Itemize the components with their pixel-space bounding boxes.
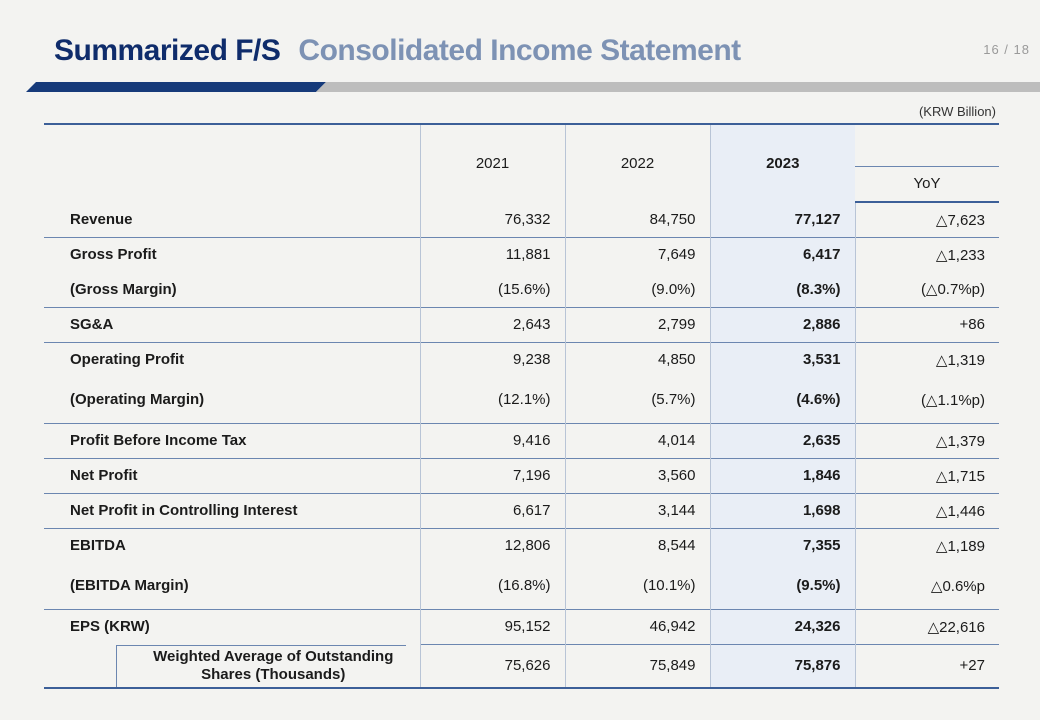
table-row: Weighted Average of Outstanding Shares (… <box>44 643 999 689</box>
column-header-yoy: YoY <box>855 165 999 203</box>
cell-yoy: △1,189 <box>854 527 999 563</box>
cell-2022: 3,560 <box>564 457 710 493</box>
cell-2022: 8,544 <box>564 527 710 563</box>
table-row: (Gross Margin) (15.6%) (9.0%) (8.3%) (△0… <box>44 272 999 307</box>
page-title: Summarized F/S <box>54 34 281 67</box>
row-label-cell: Weighted Average of Outstanding Shares (… <box>44 644 420 689</box>
cell-yoy: △1,715 <box>854 457 999 493</box>
cell-2023: (8.3%) <box>709 272 855 307</box>
cell-yoy: △7,623 <box>854 202 999 237</box>
cell-2021: 9,416 <box>419 422 565 458</box>
cell-2022: 7,649 <box>564 236 710 272</box>
page-title-block: Summarized F/S Consolidated Income Statem… <box>54 34 741 68</box>
cell-2021: (16.8%) <box>419 563 565 609</box>
table-row: Net Profit in Controlling Interest 6,617… <box>44 492 999 528</box>
cell-2021: 11,881 <box>419 236 565 272</box>
row-label: EBITDA <box>44 527 420 563</box>
cell-2023: 7,355 <box>709 527 855 563</box>
cell-2021: 7,196 <box>419 457 565 493</box>
cell-2021: (12.1%) <box>419 377 565 423</box>
table-row: Net Profit 7,196 3,560 1,846 △1,715 <box>44 457 999 493</box>
cell-2023: 2,635 <box>709 422 855 458</box>
table-row: EPS (KRW) 95,152 46,942 24,326 △22,616 <box>44 608 999 644</box>
cell-2022: 75,849 <box>564 643 710 689</box>
row-label: Net Profit <box>44 457 420 493</box>
cell-2023: 1,698 <box>709 492 855 528</box>
cell-yoy: △1,379 <box>854 422 999 458</box>
cell-2023: (9.5%) <box>709 563 855 609</box>
header-yoy-blank <box>855 123 999 166</box>
cell-yoy: △0.6%p <box>854 563 999 609</box>
unit-label: (KRW Billion) <box>918 104 996 119</box>
cell-2023: 1,846 <box>709 457 855 493</box>
cell-yoy: +86 <box>854 306 999 342</box>
cell-yoy: (△0.7%p) <box>854 272 999 307</box>
header-divider-accent <box>26 82 326 92</box>
column-header-2022: 2022 <box>564 123 710 202</box>
page-subtitle: Consolidated Income Statement <box>298 34 741 67</box>
table-row: EBITDA 12,806 8,544 7,355 △1,189 <box>44 527 999 563</box>
row-label: (Gross Margin) <box>70 280 177 298</box>
cell-2021: 9,238 <box>419 341 565 377</box>
cell-2023: 24,326 <box>709 608 855 644</box>
cell-2022: (10.1%) <box>564 563 710 609</box>
cell-2022: 4,850 <box>564 341 710 377</box>
table-row: Operating Profit 9,238 4,850 3,531 △1,31… <box>44 341 999 377</box>
row-label: Gross Profit <box>44 236 420 272</box>
cell-2023: 77,127 <box>709 202 855 237</box>
cell-2022: 3,144 <box>564 492 710 528</box>
row-label: Weighted Average of Outstanding Shares (… <box>116 644 406 687</box>
cell-yoy: (△1.1%p) <box>854 377 999 423</box>
cell-2021: 95,152 <box>419 608 565 644</box>
row-label: Revenue <box>70 210 133 228</box>
cell-yoy: △1,319 <box>854 341 999 377</box>
table-row: SG&A 2,643 2,799 2,886 +86 <box>44 306 999 342</box>
row-label: SG&A <box>44 306 420 342</box>
cell-2022: 4,014 <box>564 422 710 458</box>
table-row: Gross Profit 11,881 7,649 6,417 △1,233 <box>44 236 999 272</box>
table-row: Revenue 76,332 84,750 77,127 △7,623 <box>44 202 999 237</box>
table-row: (Operating Margin) (12.1%) (5.7%) (4.6%)… <box>44 377 999 423</box>
cell-2021: 76,332 <box>419 202 565 237</box>
column-header-2023: 2023 <box>709 123 855 202</box>
cell-2023: (4.6%) <box>709 377 855 423</box>
cell-2023: 3,531 <box>709 341 855 377</box>
header-divider-rest <box>316 82 1040 92</box>
row-label: (EBITDA Margin) <box>70 577 189 595</box>
cell-2021: 2,643 <box>419 306 565 342</box>
cell-2022: (5.7%) <box>564 377 710 423</box>
cell-2022: 46,942 <box>564 608 710 644</box>
cell-yoy: △22,616 <box>854 608 999 644</box>
income-statement-table: 2021 2022 2023 YoY Revenue 76,332 84,750… <box>44 123 999 689</box>
cell-2021: 6,617 <box>419 492 565 528</box>
cell-2023: 6,417 <box>709 236 855 272</box>
header-blank <box>44 123 420 202</box>
row-label: EPS (KRW) <box>44 608 420 644</box>
cell-yoy: △1,446 <box>854 492 999 528</box>
page-number: 16 / 18 <box>983 42 1030 57</box>
row-label: Operating Profit <box>44 341 420 377</box>
cell-yoy: +27 <box>854 643 999 689</box>
cell-2022: (9.0%) <box>564 272 710 307</box>
row-label: Net Profit in Controlling Interest <box>44 492 420 528</box>
row-label: Profit Before Income Tax <box>44 422 420 458</box>
cell-2021: 12,806 <box>419 527 565 563</box>
table-row: Profit Before Income Tax 9,416 4,014 2,6… <box>44 422 999 458</box>
table-row: (EBITDA Margin) (16.8%) (10.1%) (9.5%) △… <box>44 563 999 609</box>
cell-yoy: △1,233 <box>854 236 999 272</box>
cell-2022: 2,799 <box>564 306 710 342</box>
cell-2022: 84,750 <box>564 202 710 237</box>
header-divider <box>0 82 1040 92</box>
row-label: (Operating Margin) <box>70 391 205 409</box>
cell-2023: 2,886 <box>709 306 855 342</box>
cell-2021: 75,626 <box>419 643 565 689</box>
cell-2023: 75,876 <box>709 643 855 689</box>
cell-2021: (15.6%) <box>419 272 565 307</box>
column-header-2021: 2021 <box>419 123 565 202</box>
